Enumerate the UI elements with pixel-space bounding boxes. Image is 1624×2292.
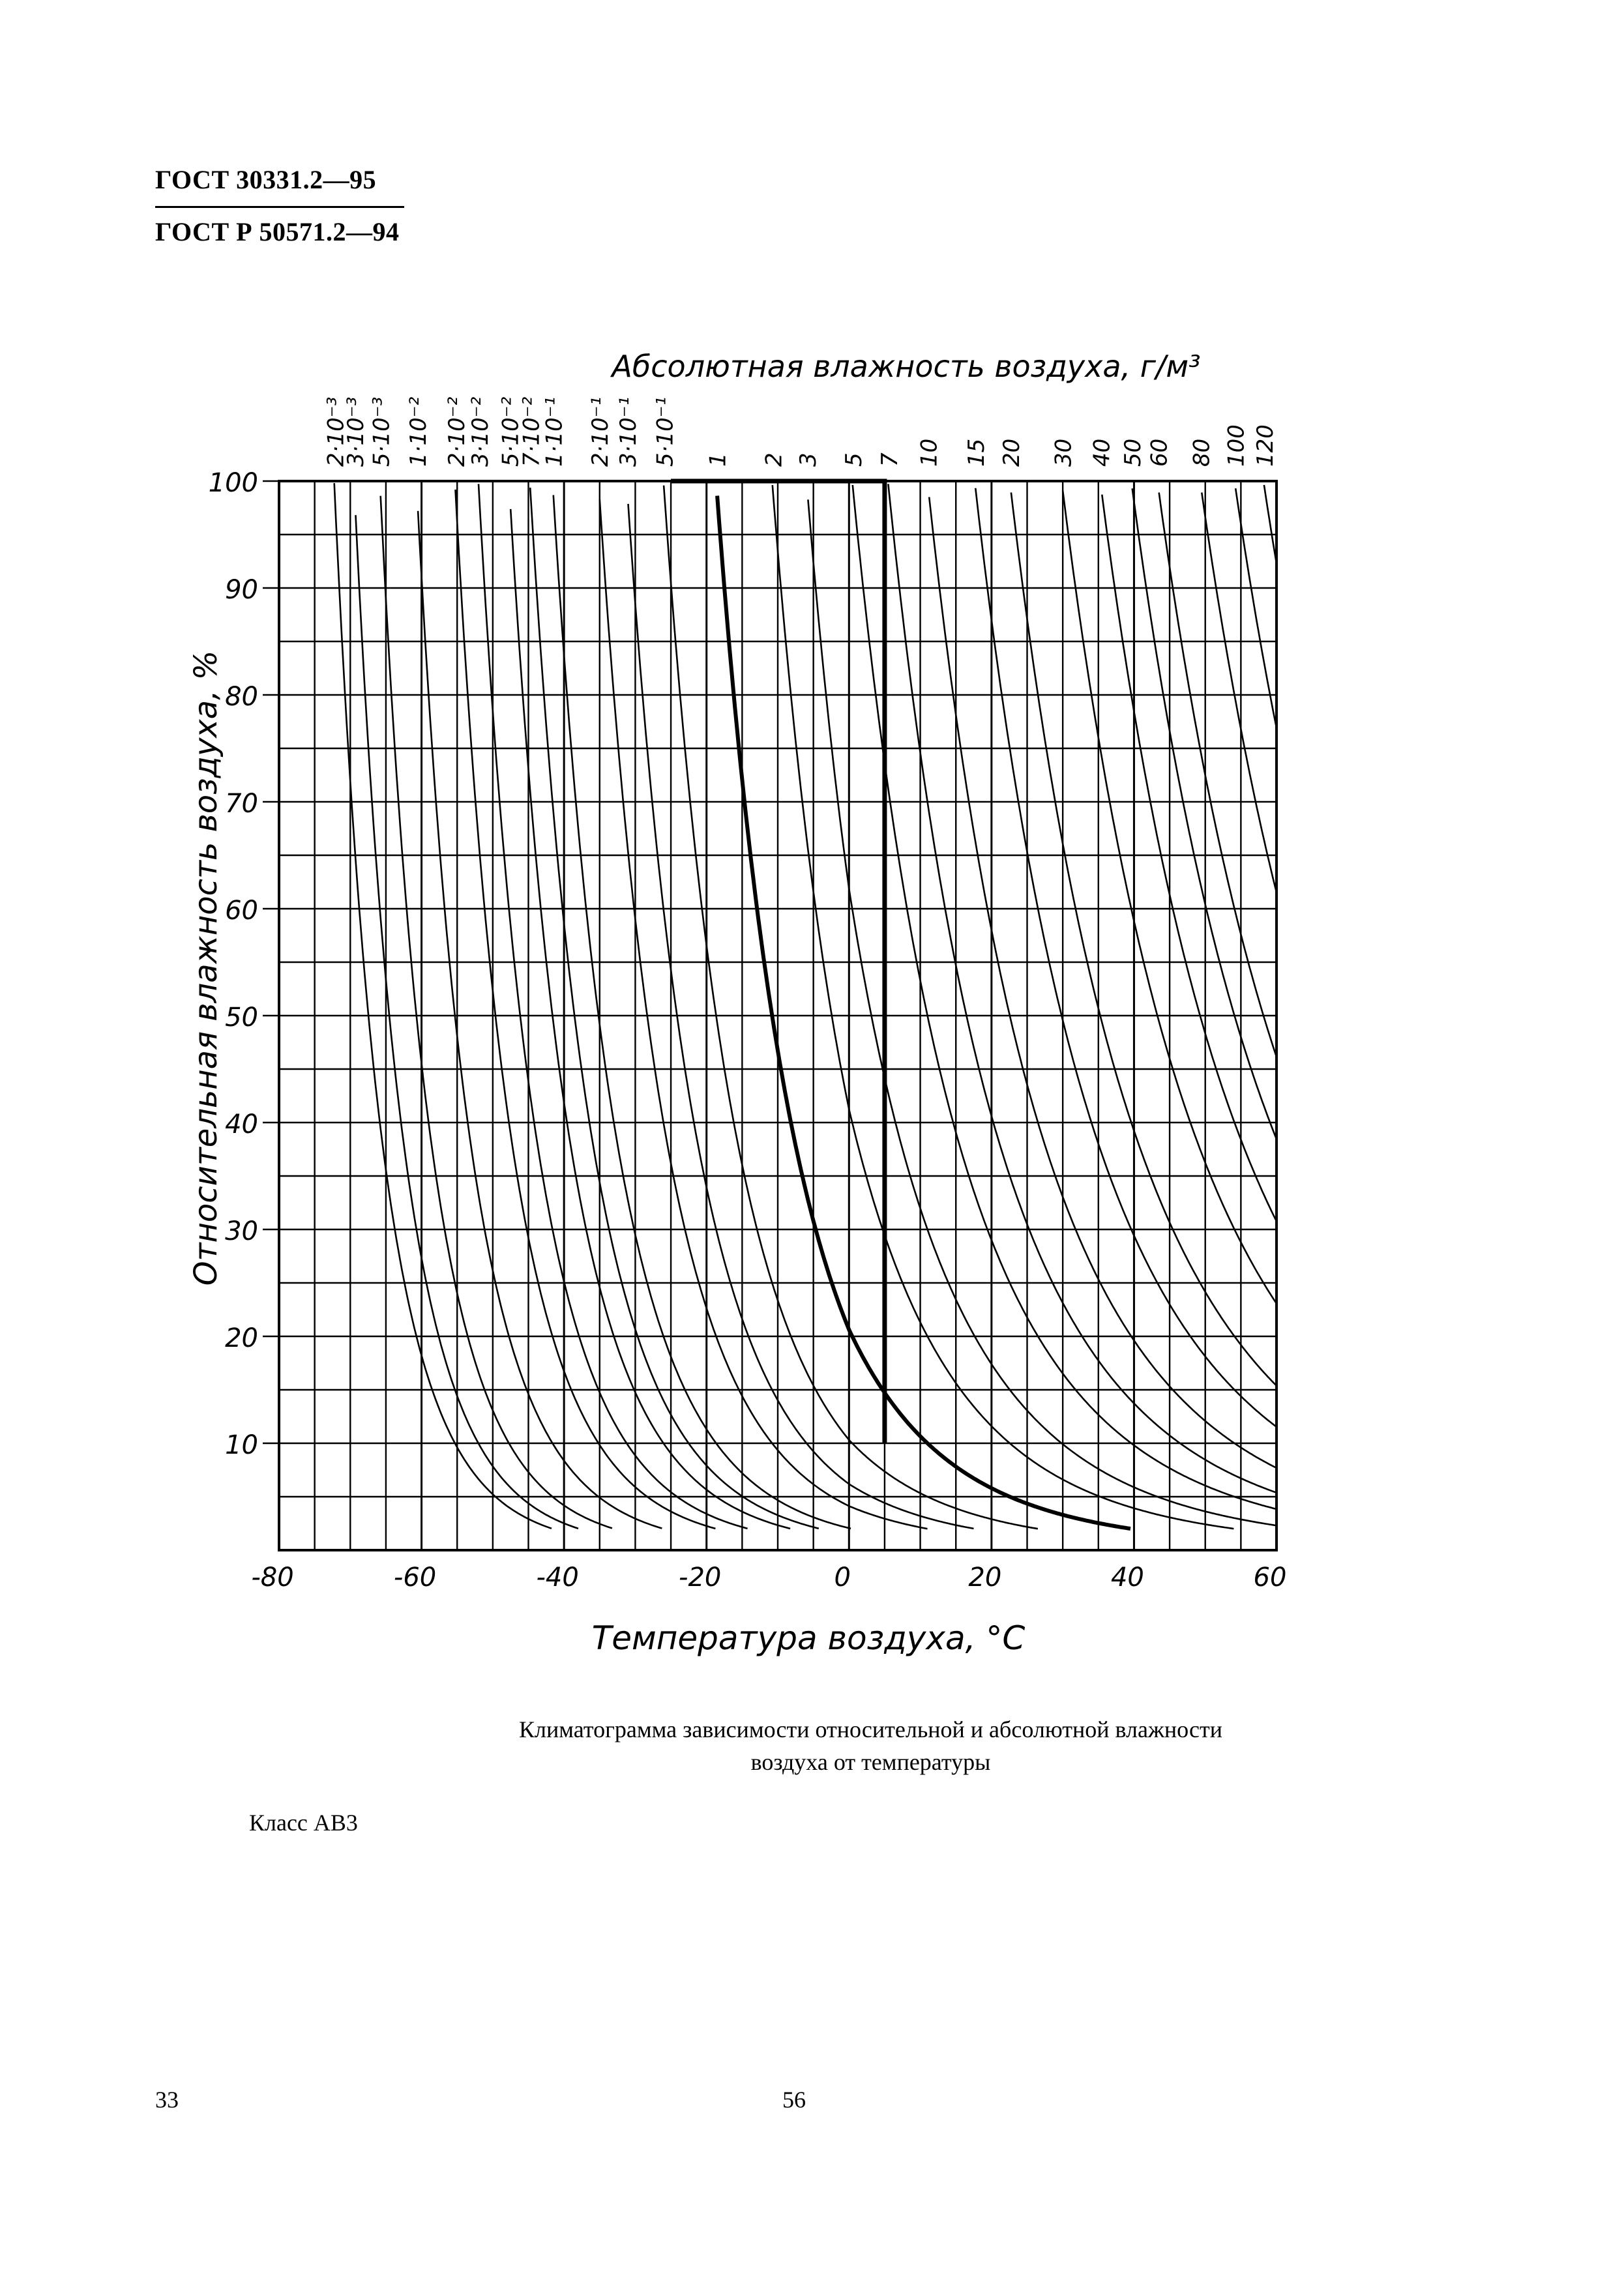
y-tick-label: 100 bbox=[209, 468, 258, 498]
curve-label: 1 bbox=[705, 452, 731, 467]
curve-label: 50 bbox=[1120, 439, 1146, 467]
curve-label: 1·10⁻¹ bbox=[541, 397, 567, 467]
humidity-curve bbox=[509, 508, 791, 1530]
humidity-curve bbox=[1010, 492, 1277, 1387]
curve-label: 7·10⁻² bbox=[519, 396, 545, 467]
class-region bbox=[671, 478, 887, 1443]
humidity-curve bbox=[928, 497, 1277, 1469]
curve-label: 80 bbox=[1189, 439, 1215, 467]
header-rule bbox=[155, 206, 404, 208]
curve-label: 5 bbox=[841, 452, 867, 467]
y-tick-label: 20 bbox=[225, 1323, 258, 1353]
humidity-curve bbox=[771, 484, 1234, 1530]
y-tick-label: 40 bbox=[225, 1109, 258, 1139]
humidity-curve bbox=[355, 515, 579, 1530]
figure-caption-line-2: воздуха от температуры bbox=[750, 1749, 991, 1775]
y-tick-label: 80 bbox=[225, 682, 258, 712]
curve-label: 10 bbox=[917, 439, 943, 467]
class-region-boundary bbox=[671, 478, 887, 1443]
humidity-curve bbox=[1263, 484, 1278, 564]
humidity-curve bbox=[552, 495, 851, 1530]
chart-curves bbox=[333, 483, 1278, 1531]
curve-label: 5·10⁻³ bbox=[369, 397, 395, 467]
curve-label: 7 bbox=[877, 452, 903, 467]
y-axis-label: Относительная влажность воздуха, % bbox=[188, 651, 224, 1286]
y-tick-label: 70 bbox=[225, 789, 258, 819]
humidity-curve bbox=[1158, 492, 1278, 1057]
humidity-curve bbox=[807, 499, 1277, 1527]
curve-label: 2·10⁻¹ bbox=[587, 397, 613, 467]
x-axis-label: Температура воздуха, °С bbox=[592, 1619, 1026, 1657]
humidity-curve bbox=[417, 510, 662, 1529]
curve-label: 2·10⁻² bbox=[444, 396, 470, 467]
x-tick-label: -40 bbox=[536, 1563, 578, 1593]
y-tick-label: 10 bbox=[225, 1430, 258, 1460]
curve-label: 20 bbox=[999, 439, 1025, 467]
page-number-center: 56 bbox=[782, 2087, 806, 2113]
curve-label: 2 bbox=[761, 452, 787, 467]
humidity-curve bbox=[887, 484, 1277, 1493]
humidity-curve bbox=[975, 488, 1277, 1428]
x-tick-label: -60 bbox=[394, 1563, 436, 1593]
curve-label: 3·10⁻³ bbox=[343, 397, 369, 467]
x-tick-label: -20 bbox=[679, 1563, 721, 1593]
humidity-curve bbox=[1234, 488, 1278, 729]
standard-number-2: ГОСТ Р 50571.2—94 bbox=[155, 217, 400, 246]
curve-label: 5·10⁻² bbox=[498, 396, 524, 467]
y-tick-label: 60 bbox=[225, 896, 258, 926]
standard-number-1: ГОСТ 30331.2—95 bbox=[155, 165, 377, 194]
x-tick-label: 60 bbox=[1254, 1563, 1287, 1593]
curve-label: 120 bbox=[1252, 424, 1278, 467]
x-tick-label: 40 bbox=[1111, 1563, 1144, 1593]
curve-label: 100 bbox=[1224, 424, 1250, 467]
curve-label: 5·10⁻¹ bbox=[653, 397, 679, 467]
x-tick-label: -80 bbox=[251, 1563, 293, 1593]
curve-label: 2·10⁻³ bbox=[323, 397, 349, 467]
class-label: Класс АВ3 bbox=[249, 1810, 358, 1836]
humidity-curve bbox=[715, 495, 1131, 1531]
humidity-curve bbox=[1131, 488, 1278, 1139]
x-tick-label: 20 bbox=[968, 1563, 1001, 1593]
humidity-curve bbox=[1101, 494, 1278, 1222]
humidity-curve bbox=[627, 503, 974, 1530]
curve-label: 3 bbox=[795, 452, 821, 467]
y-tick-label: 90 bbox=[225, 575, 258, 605]
page-number-left: 33 bbox=[155, 2087, 179, 2113]
humidity-curve bbox=[1201, 492, 1278, 893]
curve-label: 3·10⁻² bbox=[467, 396, 494, 467]
curve-label: 30 bbox=[1050, 439, 1076, 467]
y-tick-label: 30 bbox=[225, 1216, 258, 1246]
humidity-curve bbox=[662, 485, 1039, 1530]
humidity-curve bbox=[1061, 490, 1278, 1304]
humidity-curve bbox=[477, 484, 748, 1530]
humidity-curve bbox=[529, 488, 819, 1529]
curve-label: 40 bbox=[1089, 439, 1115, 467]
chart-title: Абсолютная влажность воздуха, г/м³ bbox=[610, 349, 1200, 384]
curve-label: 3·10⁻¹ bbox=[615, 397, 642, 467]
curve-label: 1·10⁻² bbox=[406, 396, 432, 467]
curve-label: 60 bbox=[1146, 439, 1172, 467]
humidity-curve bbox=[851, 484, 1277, 1510]
figure-caption-line-1: Климатограмма зависимости относительной … bbox=[519, 1716, 1222, 1742]
chart-grid bbox=[263, 480, 1278, 1551]
humidity-curve bbox=[454, 489, 716, 1530]
y-tick-label: 50 bbox=[225, 1003, 258, 1033]
humidity-curve bbox=[333, 483, 552, 1529]
curve-label: 15 bbox=[964, 439, 990, 467]
x-tick-label: 0 bbox=[834, 1563, 851, 1593]
humidity-curve bbox=[598, 499, 928, 1530]
humidity-curve bbox=[379, 495, 613, 1529]
